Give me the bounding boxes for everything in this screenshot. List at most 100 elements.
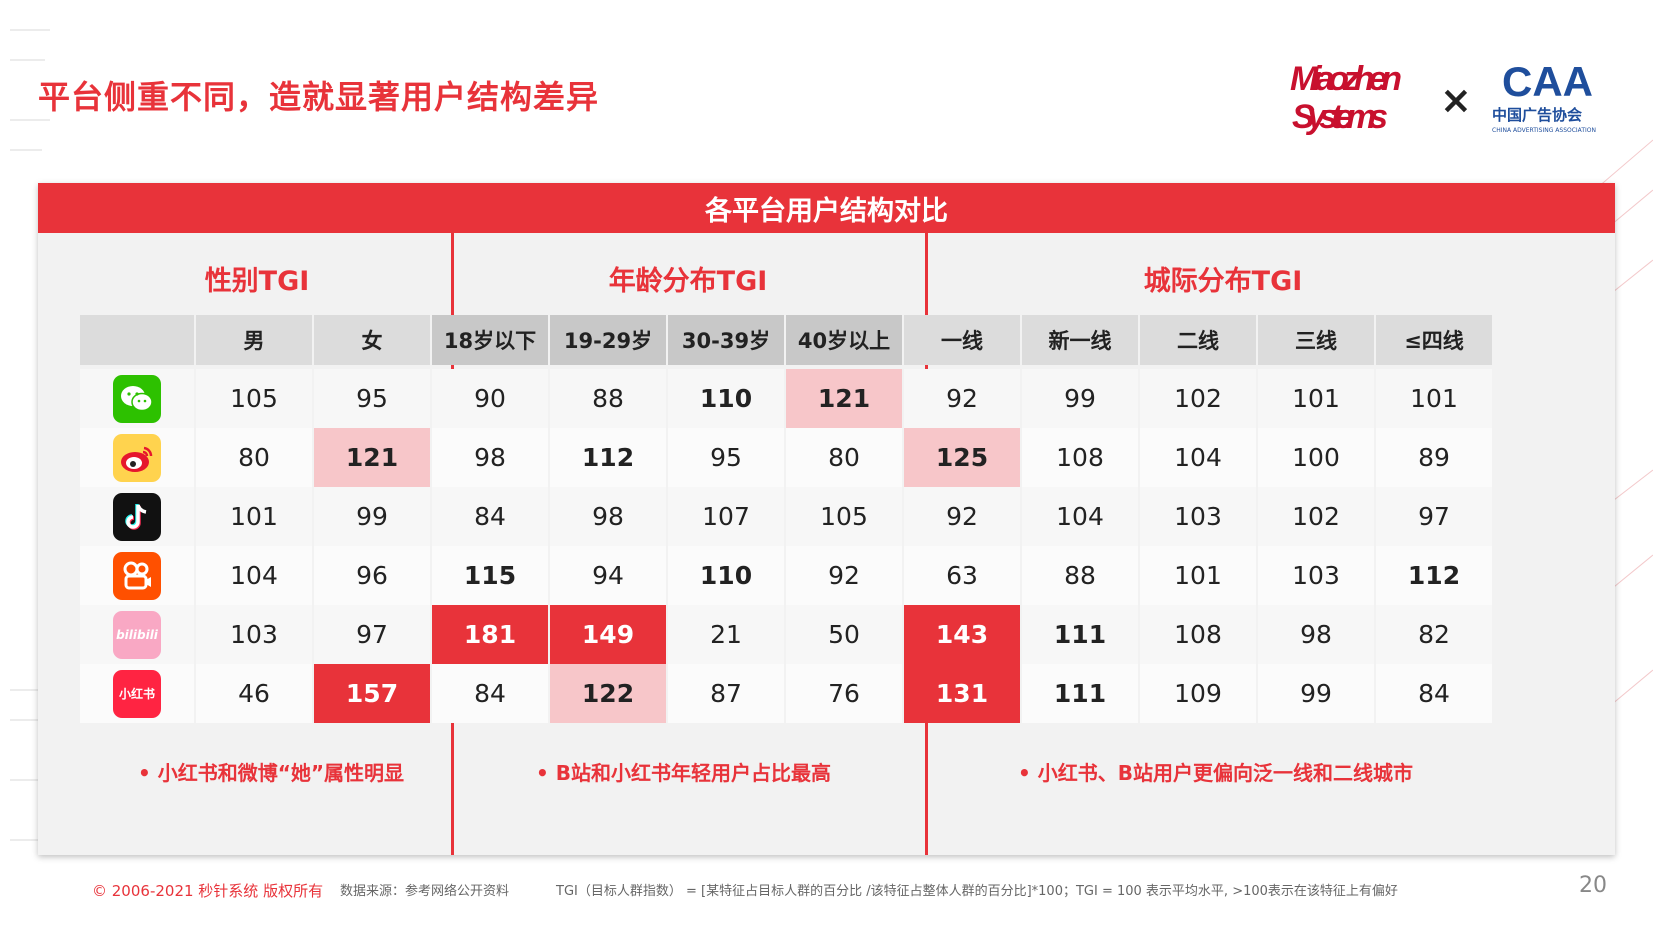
kuaishou-icon [80, 546, 194, 605]
table-cell: 122 [550, 664, 666, 723]
table-cell: 108 [1022, 428, 1138, 487]
comparison-panel: 各平台用户结构对比 性别TGI 年龄分布TGI 城际分布TGI 男女 18岁以下 1… [38, 183, 1615, 855]
table-cell: 21 [668, 605, 784, 664]
svg-text:中国广告协会: 中国广告协会 [1492, 106, 1582, 124]
table-cell: 104 [1140, 428, 1256, 487]
svg-text:CAA: CAA [1502, 58, 1593, 105]
note-age: • B站和小红书年轻用户占比最高 [536, 761, 831, 785]
douyin-icon [80, 487, 194, 546]
column-header: 三线 [1258, 315, 1374, 365]
column-header: ≤四线 [1376, 315, 1492, 365]
table-cell: 95 [314, 369, 430, 428]
table-cell: 97 [314, 605, 430, 664]
table-cell: 181 [432, 605, 548, 664]
table-cell: 95 [668, 428, 784, 487]
caa-logo: CAA 中国广告协会 CHINA ADVERTISING ASSOCIATION [1492, 58, 1596, 134]
table-cell: 109 [1140, 664, 1256, 723]
left-decorative-lines [10, 29, 50, 841]
column-header: 男 [196, 315, 312, 365]
table-cell: 46 [196, 664, 312, 723]
group-title-age: 年龄分布TGI [608, 266, 768, 297]
table-cell: 84 [1376, 664, 1492, 723]
table-cell: 101 [196, 487, 312, 546]
table-cell: 84 [432, 487, 548, 546]
table-cell: 112 [550, 428, 666, 487]
table-cell: 103 [1258, 546, 1374, 605]
table-cell: 63 [904, 546, 1020, 605]
table-cell: 143 [904, 605, 1020, 664]
column-header: 40岁以上 [786, 315, 902, 365]
panel-title: 各平台用户结构对比 [38, 183, 1615, 233]
table-cell: 99 [314, 487, 430, 546]
table-cell: 97 [1376, 487, 1492, 546]
table-cell: 80 [786, 428, 902, 487]
column-header: 一线 [904, 315, 1020, 365]
table-cell: 157 [314, 664, 430, 723]
table-cell: 99 [1258, 664, 1374, 723]
table-cell: 112 [1376, 546, 1492, 605]
table-cell: 125 [904, 428, 1020, 487]
table-cell: 98 [550, 487, 666, 546]
table-cell: 115 [432, 546, 548, 605]
column-header: 18岁以下 [432, 315, 548, 365]
table-cell: 103 [196, 605, 312, 664]
table-cell: 92 [904, 487, 1020, 546]
table-cell: 103 [1140, 487, 1256, 546]
table-cell: 94 [550, 546, 666, 605]
table-cell: 98 [1258, 605, 1374, 664]
table-cell: 98 [432, 428, 548, 487]
table-cell: 90 [432, 369, 548, 428]
table-cell: 105 [786, 487, 902, 546]
table-cell: 121 [786, 369, 902, 428]
table-cell: 80 [196, 428, 312, 487]
table-cell: 101 [1140, 546, 1256, 605]
table-cell: 104 [196, 546, 312, 605]
table-cell: 110 [668, 546, 784, 605]
page-title: 平台侧重不同，造就显著用户结构差异 [38, 78, 600, 116]
table-cell: 88 [550, 369, 666, 428]
svg-text:Miaozhen: Miaozhen [1290, 60, 1402, 98]
table-cell: 131 [904, 664, 1020, 723]
miaozhen-logo: Miaozhen Systems [1290, 60, 1402, 136]
table-cell: 92 [786, 546, 902, 605]
wechat-icon [80, 369, 194, 428]
table-cell: 76 [786, 664, 902, 723]
table-cell: 101 [1376, 369, 1492, 428]
table-cell: 87 [668, 664, 784, 723]
column-header: 新一线 [1022, 315, 1138, 365]
times-icon: × [1440, 78, 1472, 122]
table-cell: 84 [432, 664, 548, 723]
table-cell: 96 [314, 546, 430, 605]
table-cell: 105 [196, 369, 312, 428]
table-cell: 102 [1258, 487, 1374, 546]
page-number: 20 [1579, 873, 1607, 898]
table-cell: 82 [1376, 605, 1492, 664]
weibo-icon [80, 428, 194, 487]
table-cell: 50 [786, 605, 902, 664]
table-cell: 102 [1140, 369, 1256, 428]
table-cell: 92 [904, 369, 1020, 428]
table-cell: 101 [1258, 369, 1374, 428]
table-cell: 108 [1140, 605, 1256, 664]
column-header: 女 [314, 315, 430, 365]
group-title-city: 城际分布TGI [1143, 266, 1303, 297]
xiaohongshu-icon: 小红书 [80, 664, 194, 723]
table-cell: 110 [668, 369, 784, 428]
table-cell: 107 [668, 487, 784, 546]
table-cell: 111 [1022, 605, 1138, 664]
column-header: 19-29岁 [550, 315, 666, 365]
svg-text:CHINA ADVERTISING ASSOCIATION: CHINA ADVERTISING ASSOCIATION [1492, 127, 1596, 134]
group-title-gender: 性别TGI [204, 266, 310, 297]
column-header: 30-39岁 [668, 315, 784, 365]
table-cell: 111 [1022, 664, 1138, 723]
table-cell: 104 [1022, 487, 1138, 546]
column-header: 二线 [1140, 315, 1256, 365]
footer-tgi-note: TGI（目标人群指数） = [某特征占目标人群的百分比 /该特征占整体人群的百分… [556, 884, 1398, 899]
footer-source: 数据来源：参考网络公开资料 [340, 884, 510, 899]
table-cell: 149 [550, 605, 666, 664]
footer-copyright: © 2006-2021 秒针系统 版权所有 [92, 882, 324, 900]
table-cell: 89 [1376, 428, 1492, 487]
table-cell: 88 [1022, 546, 1138, 605]
bilibili-icon: bilibili [80, 605, 194, 664]
table-cell: 121 [314, 428, 430, 487]
